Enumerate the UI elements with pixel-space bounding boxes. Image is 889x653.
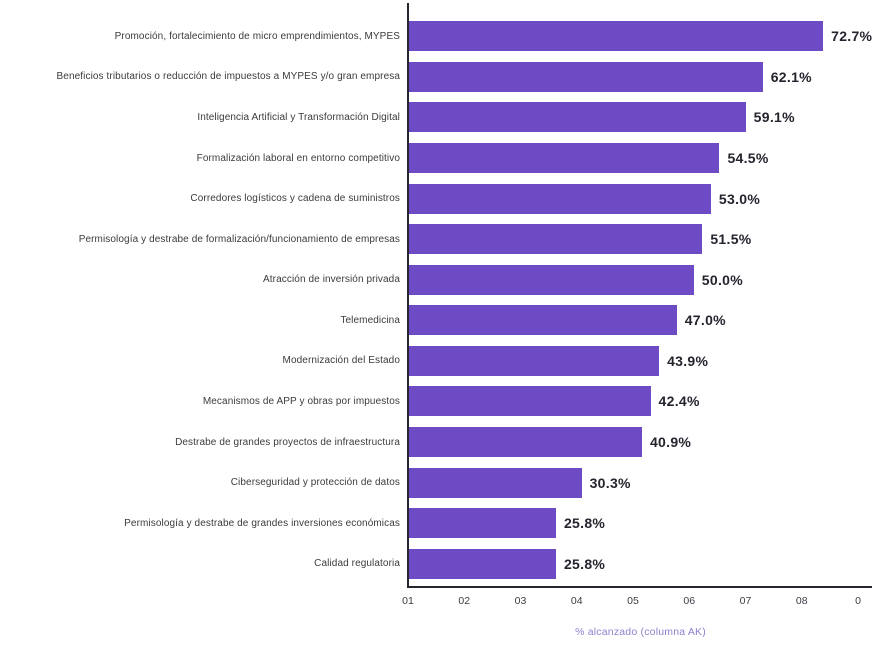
x-tick-label: 08	[795, 595, 808, 607]
bar	[409, 386, 651, 417]
bar	[409, 183, 711, 214]
value-label: 54.5%	[727, 150, 769, 167]
category-label: Modernización del Estado	[282, 355, 400, 367]
x-axis-title: % alcanzado (columna AK)	[575, 626, 706, 638]
x-tick-label: 06	[683, 595, 696, 607]
category-label: Corredores logísticos y cadena de sumini…	[190, 193, 400, 205]
x-tick-label: 0	[855, 595, 861, 607]
bar-row: 53.0%	[409, 178, 859, 219]
bar	[409, 21, 824, 52]
category-label: Ciberseguridad y protección de datos	[230, 477, 400, 489]
value-label: 40.9%	[649, 434, 692, 451]
category-label: Destrabe de grandes proyectos de infraes…	[175, 436, 400, 448]
bar	[409, 224, 703, 255]
bar-row: 72.7%	[409, 16, 872, 57]
bar-row: 59.1%	[409, 97, 859, 138]
value-label: 50.0%	[701, 271, 743, 288]
bar-row: 47.0%	[409, 300, 859, 341]
category-label: Mecanismos de APP y obras por impuestos	[202, 395, 400, 407]
bar	[409, 467, 582, 498]
category-label: Promoción, fortalecimiento de micro empr…	[114, 30, 400, 42]
value-label: 42.4%	[658, 393, 700, 410]
bar-row: 62.1%	[409, 57, 859, 98]
bar-row: 42.4%	[409, 381, 859, 422]
bar	[409, 548, 556, 579]
bar	[409, 345, 660, 376]
x-tick-label: 05	[627, 595, 639, 607]
x-tick-label: 07	[739, 595, 752, 607]
category-label: Beneficios tributarios o reducción de im…	[56, 71, 400, 83]
y-axis-line	[407, 3, 409, 588]
value-label: 25.8%	[563, 515, 606, 532]
value-label: 51.5%	[710, 231, 752, 248]
bar	[409, 427, 642, 458]
category-label: Calidad regulatoria	[314, 558, 400, 570]
plot-area: 72.7% 62.1% 59.1% 54.5% 53.0% 51.5% 50.0% 47.0%…	[409, 16, 872, 585]
value-label: 47.0%	[684, 312, 726, 329]
bar-row: 51.5%	[409, 219, 859, 260]
value-label: 72.7%	[831, 28, 873, 45]
value-label: 53.0%	[718, 190, 761, 207]
value-label: 25.8%	[563, 555, 606, 572]
bar-row: 25.8%	[409, 544, 859, 585]
bar	[409, 508, 556, 539]
bar-row: 30.3%	[409, 462, 859, 503]
category-label: Inteligencia Artificial y Transformación…	[197, 111, 400, 123]
value-label: 62.1%	[770, 68, 812, 85]
category-label: Permisología y destrabe de grandes inver…	[124, 517, 400, 529]
category-label: Atracción de inversión privada	[263, 274, 400, 286]
bar	[409, 143, 720, 174]
value-label: 30.3%	[589, 474, 631, 491]
x-tick-label: 01	[402, 595, 414, 607]
bar-row: 25.8%	[409, 503, 859, 544]
bar-row: 40.9%	[409, 422, 859, 463]
x-tick-label: 02	[458, 595, 471, 607]
bar-row: 50.0%	[409, 259, 859, 300]
category-labels-column: Promoción, fortalecimiento de micro empr…	[0, 16, 400, 584]
bar	[409, 264, 694, 295]
bar	[409, 305, 677, 336]
value-label: 59.1%	[753, 109, 795, 126]
x-axis-ticks: 01 02 03 04 05 06 07 08 0	[402, 595, 861, 609]
x-tick-label: 04	[570, 595, 583, 607]
category-label: Permisología y destrabe de formalización…	[78, 233, 400, 245]
bar-row: 43.9%	[409, 341, 859, 382]
bar	[409, 102, 746, 133]
category-label: Formalización laboral en entorno competi…	[196, 152, 400, 164]
x-axis-line	[407, 586, 872, 588]
bar	[409, 61, 763, 92]
x-tick-label: 03	[514, 595, 527, 607]
bar-row: 54.5%	[409, 138, 859, 179]
category-label: Telemedicina	[340, 314, 400, 326]
value-label: 43.9%	[667, 352, 709, 369]
